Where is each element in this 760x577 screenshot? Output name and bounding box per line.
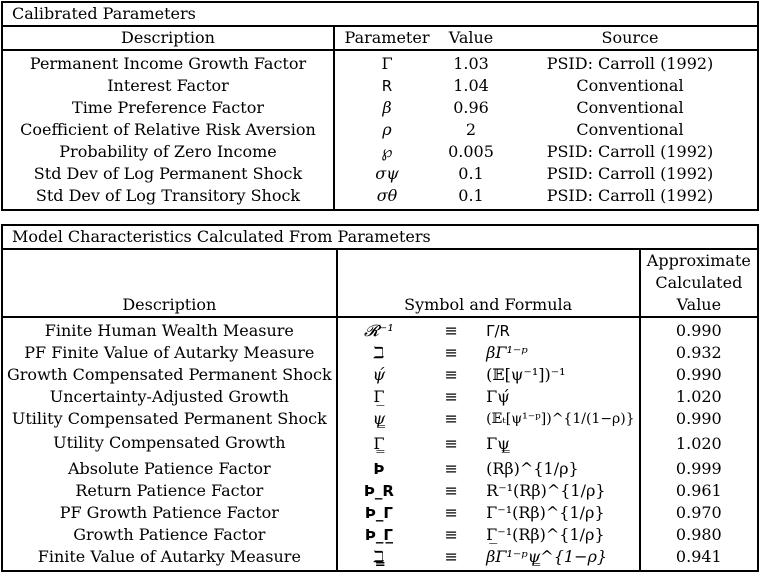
model-caption: Model Characteristics Calculated From Pa… (2, 225, 758, 250)
param-symbol: β (382, 98, 392, 117)
table-row: Probability of Zero Income ℘ 0.005 PSID:… (2, 141, 758, 163)
formula-expression: Γψ̳ (482, 430, 641, 458)
col-header-approx-3: Value (639, 294, 758, 318)
formula-symbol: ψ́ (372, 365, 386, 384)
col-header-parameter: Parameter (334, 26, 439, 51)
equiv-sign: ≡ (444, 481, 458, 500)
equiv-sign: ≡ (444, 365, 458, 384)
calibrated-caption: Calibrated Parameters (2, 2, 758, 27)
formula-expression: Γ/R (482, 317, 641, 342)
table-row: Permanent Income Growth Factor Γ 1.03 PS… (2, 50, 758, 75)
formula-symbol: ℶ̳ (373, 547, 385, 566)
table-row: Uncertainty-Adjusted Growth Γ̲ ≡ Γψ́ 1.0… (2, 386, 758, 408)
formula-symbol: Γ̲ (373, 387, 385, 406)
col-header-source: Source (503, 26, 758, 51)
param-symbol: ℘ (381, 142, 393, 161)
table-row: Time Preference Factor β 0.96 Convention… (2, 97, 758, 119)
formula-symbol: Þ (373, 460, 385, 478)
equiv-sign: ≡ (444, 459, 458, 478)
calibrated-parameters-table: Calibrated Parameters Description Parame… (1, 1, 759, 211)
formula-expression: R⁻¹(Rβ)^{1/ρ} (482, 480, 641, 502)
param-symbol: σθ (376, 186, 398, 205)
formula-expression: Γ̲⁻¹(Rβ)^{1/ρ} (482, 524, 641, 546)
formula-expression: Γψ́ (482, 386, 641, 408)
param-symbol: ρ (382, 120, 392, 139)
equiv-sign: ≡ (444, 503, 458, 522)
table-row: Growth Compensated Permanent Shock ψ́ ≡ … (2, 364, 758, 386)
formula-symbol: Γ̳ (373, 434, 385, 453)
table-row: Return Patience Factor Þ_R ≡ R⁻¹(Rβ)^{1/… (2, 480, 758, 502)
col-header-value: Value (439, 26, 503, 51)
col-header-description: Description (2, 26, 335, 51)
formula-symbol: Þ_R (363, 482, 394, 500)
formula-expression: βΓ¹⁻ᵖψ̳^{1−ρ} (482, 546, 641, 571)
equiv-sign: ≡ (444, 343, 458, 362)
table-row: Utility Compensated Growth Γ̳ ≡ Γψ̳ 1.02… (2, 430, 758, 458)
equiv-sign: ≡ (444, 387, 458, 406)
table-row: Coefficient of Relative Risk Aversion ρ … (2, 119, 758, 141)
formula-expression: (Rβ)^{1/ρ} (482, 458, 641, 480)
param-symbol: R (381, 77, 393, 95)
equiv-sign: ≡ (444, 547, 458, 566)
equiv-sign: ≡ (444, 321, 458, 340)
table-row: Std Dev of Log Permanent Shock σψ 0.1 PS… (2, 163, 758, 185)
formula-expression: βΓ¹⁻ᵖ (482, 342, 641, 364)
formula-symbol: Þ_Γ (364, 504, 393, 522)
col-header-description: Description (2, 294, 338, 318)
formula-expression: (𝔼[ψ⁻¹])⁻¹ (482, 364, 641, 386)
table-row: Std Dev of Log Transitory Shock σθ 0.1 P… (2, 185, 758, 210)
formula-symbol: ψ̳ (372, 409, 386, 428)
equiv-sign: ≡ (444, 434, 458, 453)
table-row: Absolute Patience Factor Þ ≡ (Rβ)^{1/ρ} … (2, 458, 758, 480)
formula-expression: Γ⁻¹(Rβ)^{1/ρ} (482, 502, 641, 524)
param-symbol: Γ (381, 54, 393, 73)
col-header-symbol-formula: Symbol and Formula (336, 294, 641, 318)
formula-symbol: 𝓡⁻¹ (363, 321, 394, 340)
table-row: Growth Patience Factor Þ_Γ̲ ≡ Γ̲⁻¹(Rβ)^{… (2, 524, 758, 546)
col-header-approx-1: Approximate (646, 251, 751, 270)
col-header-approx-2: Calculated (655, 273, 743, 292)
table-row: Finite Value of Autarky Measure ℶ̳ ≡ βΓ¹… (2, 546, 758, 571)
table-row: Interest Factor R 1.04 Conventional (2, 75, 758, 97)
param-symbol: σψ (375, 164, 399, 183)
formula-symbol: Þ_Γ̲ (364, 526, 393, 544)
table-row: PF Finite Value of Autarky Measure ℶ ≡ β… (2, 342, 758, 364)
table-row: Finite Human Wealth Measure 𝓡⁻¹ ≡ Γ/R 0.… (2, 317, 758, 342)
model-characteristics-table: Model Characteristics Calculated From Pa… (1, 224, 759, 572)
table-row: PF Growth Patience Factor Þ_Γ ≡ Γ⁻¹(Rβ)^… (2, 502, 758, 524)
equiv-sign: ≡ (444, 409, 458, 428)
table-row: Utility Compensated Permanent Shock ψ̳ ≡… (2, 408, 758, 430)
formula-symbol: ℶ (373, 343, 385, 362)
formula-expression: (𝔼ₜ[ψ¹⁻ᵖ])^{1/(1−ρ)} (482, 408, 641, 430)
equiv-sign: ≡ (444, 525, 458, 544)
